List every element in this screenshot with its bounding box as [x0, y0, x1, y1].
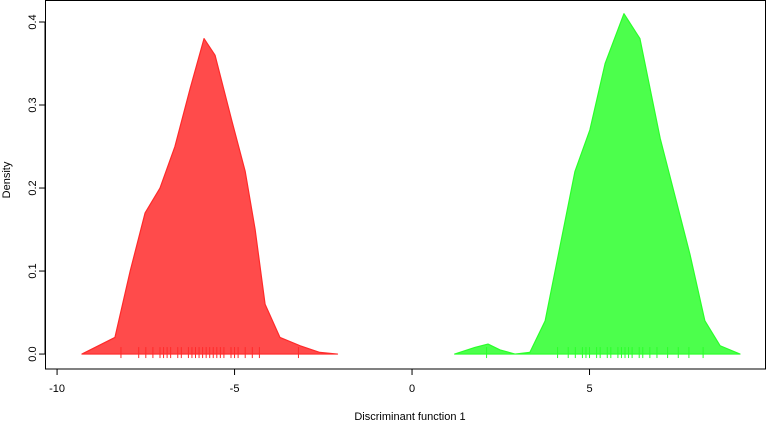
x-tick-label: -10 [49, 383, 65, 395]
y-axis-label: Density [1, 161, 13, 198]
density-area [454, 13, 741, 355]
x-tick-label: 5 [586, 383, 592, 395]
y-tick-label: 0.3 [27, 97, 39, 112]
x-tick-label: 0 [409, 383, 415, 395]
y-tick-label: 0.2 [27, 180, 39, 195]
y-tick-label: 0.1 [27, 263, 39, 278]
density-area [81, 38, 339, 355]
y-tick-label: 0.4 [27, 14, 39, 29]
x-axis-label: Discriminant function 1 [354, 411, 465, 423]
x-tick-label: -5 [230, 383, 240, 395]
y-tick-label: 0.0 [27, 346, 39, 361]
